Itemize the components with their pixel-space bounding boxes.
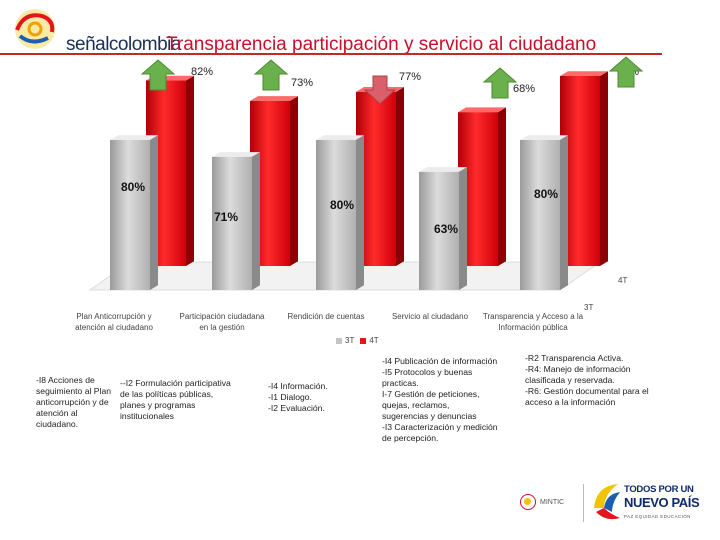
bar-3t-3-side bbox=[356, 135, 364, 290]
legend-label-3t: 3T bbox=[345, 336, 355, 345]
bar-3t-1-side bbox=[150, 135, 158, 290]
data-label-3t-1: 80% bbox=[121, 180, 145, 194]
mintic-label: MINTIC bbox=[540, 498, 565, 506]
trend-up-arrow-icon-5 bbox=[608, 56, 644, 88]
trend-up-arrow-icon-2 bbox=[253, 59, 289, 91]
flag-swirl-icon bbox=[594, 484, 620, 520]
note-participacion: --I2 Formulación participativa de las po… bbox=[120, 378, 231, 421]
bar-3t-2-top bbox=[212, 152, 260, 157]
senalcolombia-logo bbox=[15, 9, 55, 49]
bar-4t-3-side bbox=[396, 87, 404, 267]
data-label-3t-2: 71% bbox=[214, 210, 238, 224]
data-label-3t-5: 80% bbox=[534, 187, 558, 201]
bar-4t-5-side bbox=[600, 71, 608, 266]
brand-name: señalcolombia bbox=[66, 34, 181, 55]
title-underline bbox=[0, 53, 662, 55]
bar-4t-2-side bbox=[290, 96, 298, 266]
bar-3t-4-side bbox=[459, 167, 467, 290]
note-plan-anticorrupcion: -I8 Acciones de seguimiento al Plan anti… bbox=[36, 375, 112, 429]
bar-4t-2-top bbox=[250, 96, 298, 101]
slogan-main: NUEVO PAÍS bbox=[624, 495, 700, 510]
note-rendicion: -I4 Información. -I1 Dialogo. -I2 Evalua… bbox=[268, 381, 328, 413]
bar-3t-3 bbox=[316, 140, 356, 290]
data-label-3t-3: 80% bbox=[330, 198, 354, 212]
data-label-3t-4: 63% bbox=[434, 222, 458, 236]
bar-3t-2-side bbox=[252, 152, 260, 290]
bar-4t-4-side bbox=[498, 107, 506, 266]
footer-divider bbox=[583, 484, 584, 522]
bar-3t-4-top bbox=[419, 167, 467, 172]
mintic-logo: MINTIC bbox=[520, 494, 564, 510]
category-label-4: Servicio al ciudadano bbox=[391, 312, 469, 321]
category-label-3: Rendición de cuentas bbox=[287, 312, 365, 321]
page-title: Transparencia participación y servicio a… bbox=[166, 34, 597, 55]
bar-3t-1 bbox=[110, 140, 150, 290]
category-label-2: Participación ciudadana en la gestión bbox=[179, 312, 265, 332]
legend-label-4t: 4T bbox=[369, 336, 379, 345]
data-label-4t-2: 73% bbox=[291, 77, 313, 89]
data-label-4t-4: 68% bbox=[513, 83, 535, 95]
mintic-seal-icon bbox=[520, 494, 536, 510]
slogan-top: TODOS POR UN bbox=[624, 484, 694, 495]
bar-4t-1-side bbox=[186, 75, 194, 266]
chart-legend: 3T 4T bbox=[336, 336, 379, 345]
trend-up-arrow-icon-1 bbox=[140, 59, 176, 91]
data-label-4t-3: 77% bbox=[399, 71, 421, 83]
bar-3t-5-side bbox=[560, 135, 568, 290]
legend-item-3t: 3T bbox=[336, 336, 354, 345]
category-label-5: Transparencia y Acceso a la Información … bbox=[482, 312, 584, 332]
bar-3t-1-top bbox=[110, 135, 158, 140]
bar-3t-4 bbox=[419, 171, 459, 290]
note-servicio: -I4 Publicación de información -I5 Proto… bbox=[382, 356, 498, 443]
slogan-sub: PAZ EQUIDAD EDUCACIÓN bbox=[624, 514, 691, 519]
bar-3t-2 bbox=[212, 156, 252, 290]
series-axis-label-3t: 3T bbox=[584, 303, 593, 312]
bar-3t-3-top bbox=[316, 135, 364, 140]
bar-3t-5-top bbox=[520, 135, 568, 140]
bar-4t-5-top bbox=[560, 71, 608, 76]
data-label-4t-1: 82% bbox=[191, 66, 213, 78]
note-transparencia: -R2 Transparencia Activa. -R4: Manejo de… bbox=[525, 353, 649, 407]
bar-4t-4-top bbox=[458, 107, 506, 113]
series-axis-label-4t: 4T bbox=[618, 276, 627, 285]
bar-3t-5 bbox=[520, 140, 560, 290]
trend-down-arrow-icon-3 bbox=[363, 75, 397, 105]
legend-item-4t: 4T bbox=[360, 336, 379, 345]
trend-up-arrow-icon-4 bbox=[482, 67, 518, 99]
category-label-1: Plan Anticorrupción y atención al ciudad… bbox=[75, 312, 153, 332]
todos-por-un-nuevo-pais-logo: TODOS POR UN NUEVO PAÍS PAZ EQUIDAD EDUC… bbox=[590, 478, 710, 530]
